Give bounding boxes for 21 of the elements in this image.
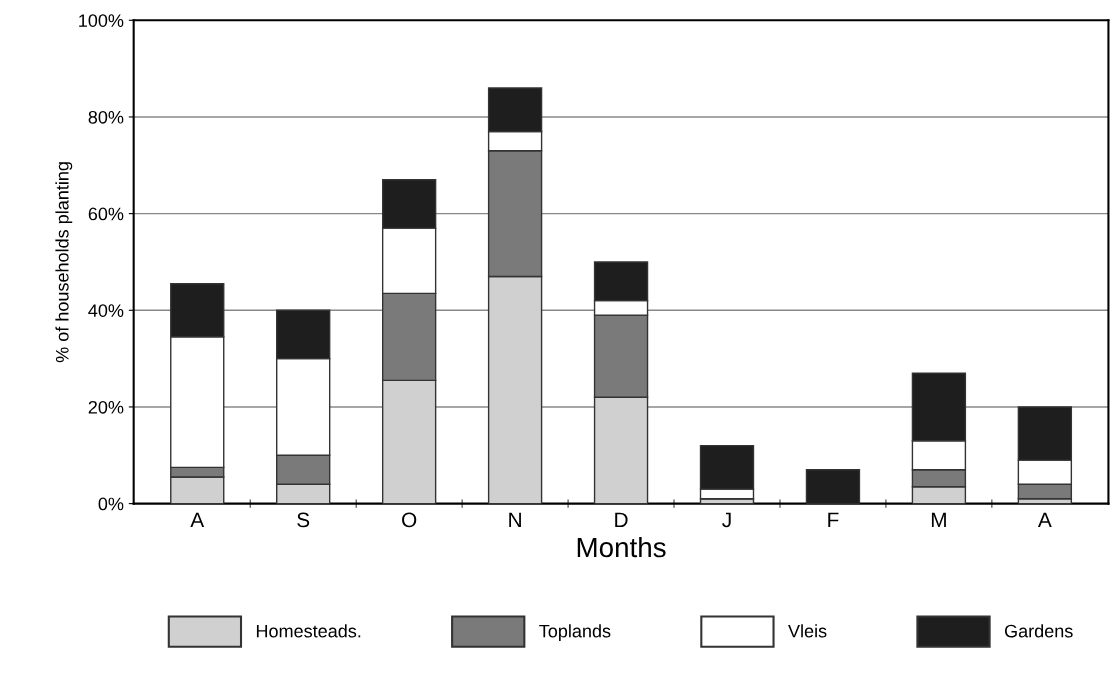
x-tick-label: M	[931, 512, 946, 528]
x-tick-label: J	[722, 512, 731, 528]
y-tick-label: 60%	[88, 207, 124, 221]
x-tick-label: N	[509, 512, 521, 528]
x-tick-label: F	[828, 512, 839, 528]
legend-label: Toplands	[539, 624, 611, 642]
x-tick-label: A	[1037, 512, 1052, 528]
x-tick-label: S	[297, 512, 310, 528]
x-tick-label: O	[402, 512, 417, 528]
y-tick-label: 80%	[88, 110, 124, 124]
y-tick-label: 100%	[79, 14, 124, 27]
y-tick-label: 40%	[88, 304, 124, 317]
y-axis-title: % of households planting	[55, 162, 73, 363]
legend-label: Gardens	[1004, 624, 1073, 638]
x-tick-label: D	[615, 512, 628, 528]
x-axis-title: Months	[577, 536, 666, 558]
legend-label: Homesteads.	[256, 624, 361, 638]
y-tick-label: 0%	[98, 497, 124, 511]
legend-label: Vleis	[788, 624, 827, 638]
y-tick-label: 20%	[88, 400, 124, 414]
x-tick-label: A	[190, 512, 205, 528]
